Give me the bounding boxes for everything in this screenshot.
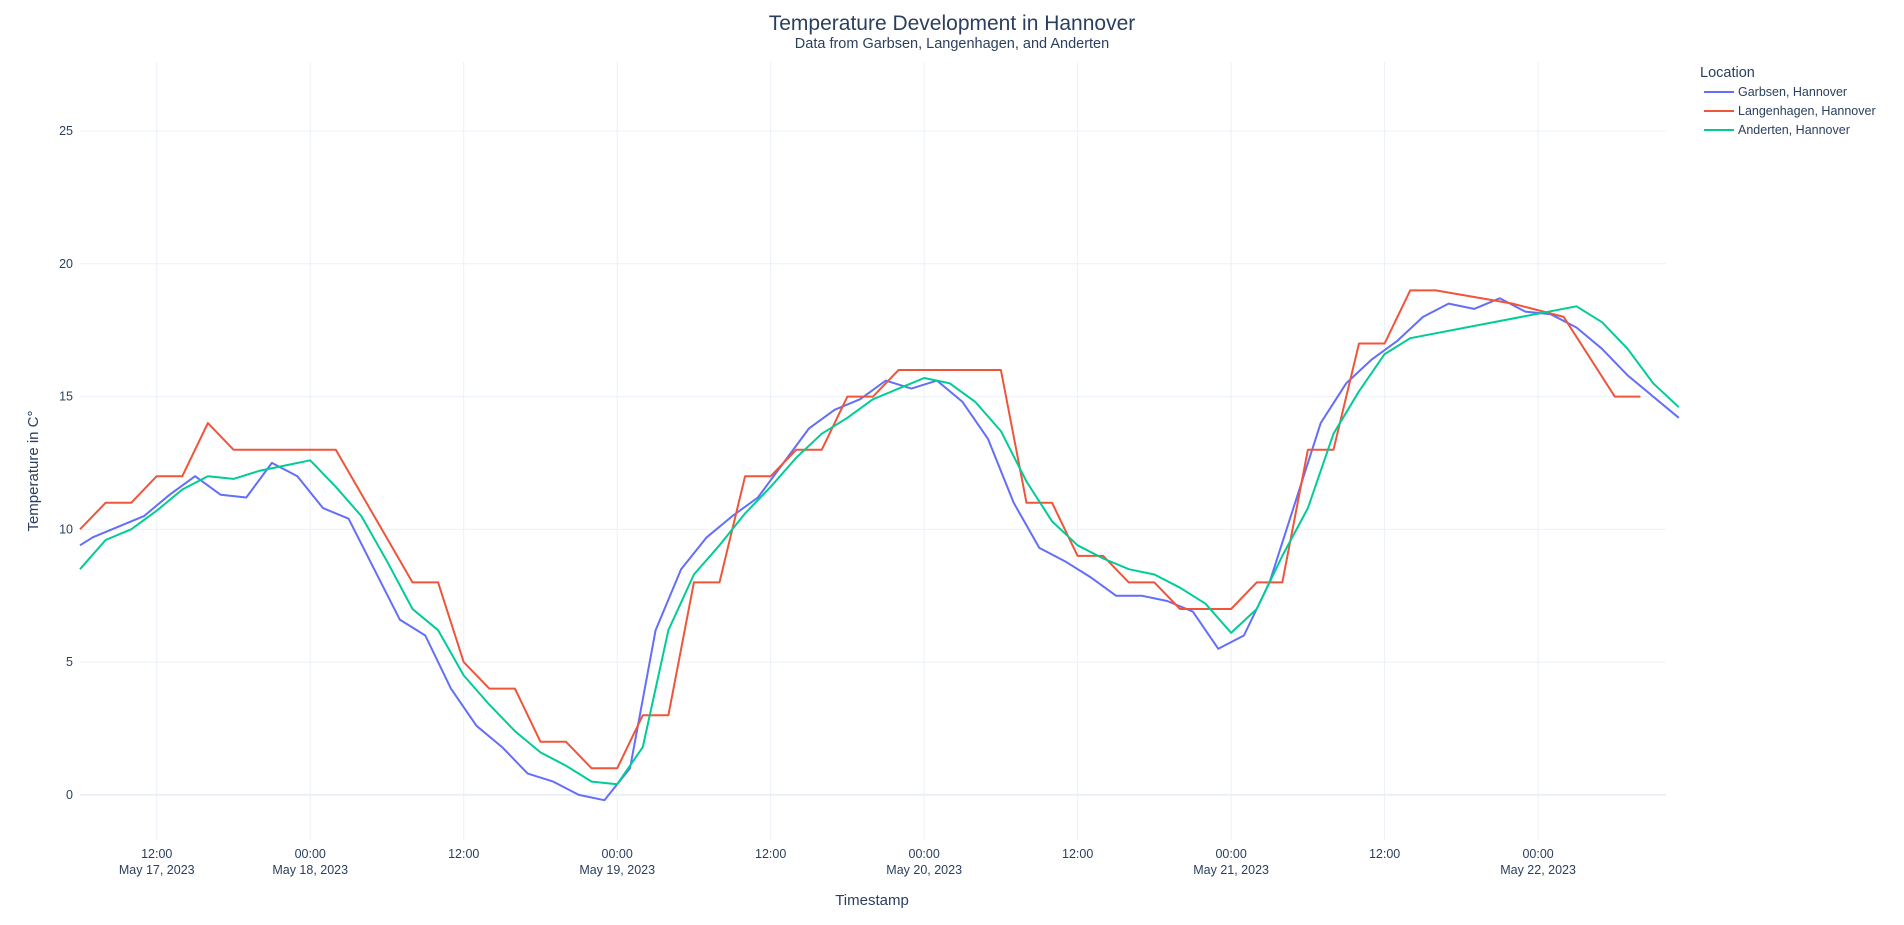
y-tick-label: 10 bbox=[59, 522, 73, 536]
x-axis: 12:00 May 17, 2023 00:00 May 18, 2023 12:00 0… bbox=[119, 847, 1576, 877]
chart-title: Temperature Development in Hannover bbox=[769, 12, 1136, 35]
x-tick-label: 12:00 bbox=[1062, 847, 1093, 861]
legend: Location Garbsen, Hannover Langenhagen, … bbox=[1700, 65, 1876, 137]
legend-item[interactable]: Langenhagen, Hannover bbox=[1704, 104, 1876, 118]
x-tick-label: 00:00 bbox=[602, 847, 633, 861]
legend-item[interactable]: Garbsen, Hannover bbox=[1704, 85, 1847, 99]
x-tick-date-label: May 17, 2023 bbox=[119, 863, 195, 877]
legend-label: Garbsen, Hannover bbox=[1738, 85, 1847, 99]
x-tick-label: 00:00 bbox=[1522, 847, 1553, 861]
x-tick-date-label: May 21, 2023 bbox=[1193, 863, 1269, 877]
y-tick-label: 15 bbox=[59, 390, 73, 404]
y-tick-label: 0 bbox=[66, 788, 73, 802]
y-tick-label: 5 bbox=[66, 655, 73, 669]
x-tick-label: 00:00 bbox=[295, 847, 326, 861]
y-axis: 0 5 10 15 20 25 bbox=[59, 124, 73, 802]
x-tick-label: 12:00 bbox=[141, 847, 172, 861]
legend-title: Location bbox=[1700, 65, 1755, 81]
x-tick-label: 12:00 bbox=[755, 847, 786, 861]
x-tick-label: 00:00 bbox=[1215, 847, 1246, 861]
legend-item[interactable]: Anderten, Hannover bbox=[1704, 123, 1850, 137]
y-axis-title: Temperature in C° bbox=[25, 410, 42, 531]
x-tick-date-label: May 20, 2023 bbox=[886, 863, 962, 877]
series-layer bbox=[79, 289, 1680, 802]
legend-label: Langenhagen, Hannover bbox=[1738, 104, 1876, 118]
chart-subtitle: Data from Garbsen, Langenhagen, and Ande… bbox=[795, 36, 1109, 52]
x-tick-date-label: May 22, 2023 bbox=[1500, 863, 1576, 877]
series-line bbox=[79, 305, 1680, 786]
series-line bbox=[79, 297, 1680, 802]
x-tick-date-label: May 19, 2023 bbox=[579, 863, 655, 877]
y-tick-label: 20 bbox=[59, 257, 73, 271]
x-tick-label: 12:00 bbox=[1369, 847, 1400, 861]
x-axis-title: Timestamp bbox=[835, 892, 909, 909]
y-tick-label: 25 bbox=[59, 124, 73, 138]
series-line bbox=[79, 289, 1641, 770]
gridlines bbox=[80, 62, 1666, 840]
x-tick-label: 12:00 bbox=[448, 847, 479, 861]
x-tick-date-label: May 18, 2023 bbox=[272, 863, 348, 877]
x-tick-label: 00:00 bbox=[909, 847, 940, 861]
legend-label: Anderten, Hannover bbox=[1738, 123, 1850, 137]
